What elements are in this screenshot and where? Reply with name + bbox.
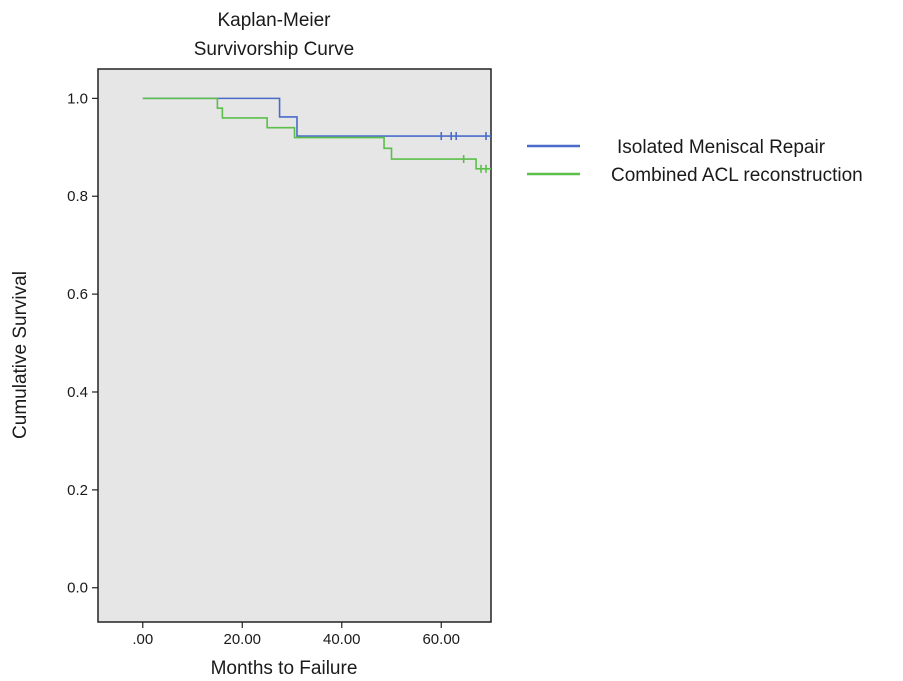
legend-label: Isolated Meniscal Repair [617, 137, 826, 158]
y-tick-label: 0.4 [67, 384, 88, 401]
chart-title-line-2: Survivorship Curve [194, 39, 355, 60]
legend-label: Combined ACL reconstruction [611, 165, 863, 186]
y-tick-label: 1.0 [67, 90, 88, 107]
series-line-1 [142, 97, 491, 137]
plot-area [97, 68, 492, 623]
series-layer [142, 97, 491, 173]
legend: Isolated Meniscal Repair Combined ACL rec… [527, 137, 863, 186]
chart-title-line-1: Kaplan-Meier [218, 10, 332, 31]
y-tick-label: 0.2 [67, 482, 88, 499]
x-tick-label: 60.00 [422, 631, 460, 648]
x-tick-label: 40.00 [323, 631, 361, 648]
series-line-2 [142, 97, 491, 170]
x-tick-label: .00 [132, 631, 153, 648]
y-axis: 0.0 0.2 0.4 0.6 0.8 1.0 [67, 90, 98, 597]
y-axis-label: Cumulative Survival [10, 271, 31, 439]
y-tick-label: 0.8 [67, 188, 88, 205]
y-tick-label: 0.6 [67, 286, 88, 303]
y-tick-label: 0.0 [67, 580, 88, 597]
x-axis: .00 20.00 40.00 60.00 [132, 622, 460, 648]
x-tick-label: 20.00 [223, 631, 261, 648]
x-axis-label: Months to Failure [211, 658, 358, 679]
